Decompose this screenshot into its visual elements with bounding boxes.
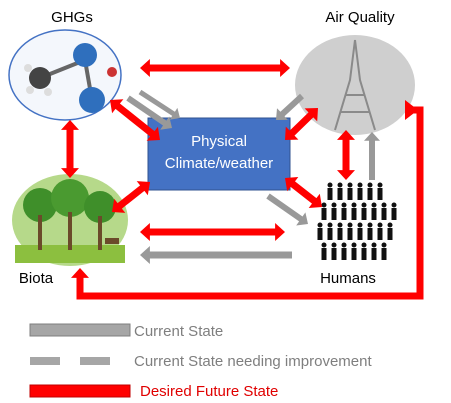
person	[331, 248, 337, 260]
person	[371, 242, 377, 248]
arrow	[71, 268, 89, 290]
person	[341, 242, 347, 248]
person	[371, 202, 377, 208]
arrow	[138, 89, 180, 120]
arrow	[140, 223, 285, 241]
people-icon	[317, 182, 397, 260]
person	[381, 242, 387, 248]
person	[321, 248, 327, 260]
person	[361, 242, 367, 248]
arrow	[126, 95, 172, 130]
person	[321, 242, 327, 248]
molecule-icon	[24, 43, 117, 113]
node-label: GHGs	[51, 9, 93, 26]
person	[331, 242, 337, 248]
person	[377, 228, 383, 240]
person	[387, 222, 393, 228]
person	[387, 228, 393, 240]
person	[337, 222, 343, 228]
person	[371, 248, 377, 260]
person	[327, 222, 333, 228]
person	[381, 248, 387, 260]
ghgs-node	[8, 29, 122, 121]
person	[327, 228, 333, 240]
person	[361, 208, 367, 220]
arrow	[364, 132, 380, 180]
tower-icon	[334, 39, 376, 131]
arrow	[285, 177, 322, 208]
arrow	[112, 181, 150, 213]
forest-icon	[15, 179, 125, 263]
person	[331, 202, 337, 208]
person	[337, 228, 343, 240]
person	[347, 182, 353, 188]
person	[341, 202, 347, 208]
arrow	[266, 193, 308, 226]
legend-swatch	[29, 323, 131, 337]
person	[367, 182, 373, 188]
person	[317, 228, 323, 240]
person	[391, 208, 397, 220]
person	[351, 248, 357, 260]
person	[377, 222, 383, 228]
person	[327, 188, 333, 200]
person	[337, 182, 343, 188]
person	[357, 222, 363, 228]
person	[327, 182, 333, 188]
person	[347, 222, 353, 228]
person	[321, 208, 327, 220]
arrow	[285, 108, 318, 140]
physical-node	[147, 117, 291, 191]
person	[347, 228, 353, 240]
person	[391, 202, 397, 208]
person	[351, 202, 357, 208]
person	[367, 222, 373, 228]
node-label: Climate/weather	[165, 155, 273, 172]
person	[377, 182, 383, 188]
person	[351, 242, 357, 248]
person	[371, 208, 377, 220]
arrows	[61, 59, 424, 300]
person	[377, 188, 383, 200]
arrow	[276, 93, 304, 120]
legend-swatch	[29, 384, 131, 398]
arrow	[337, 130, 355, 180]
person	[381, 202, 387, 208]
legend-label: Desired Future State	[140, 383, 278, 400]
node-label: Air Quality	[325, 9, 395, 26]
legend-label: Current State	[134, 323, 223, 340]
person	[317, 222, 323, 228]
arrow	[140, 59, 290, 77]
person	[381, 208, 387, 220]
node-label: Physical	[191, 133, 247, 150]
person	[357, 182, 363, 188]
person	[361, 248, 367, 260]
person	[347, 188, 353, 200]
person	[357, 228, 363, 240]
person	[341, 248, 347, 260]
arrow	[110, 99, 160, 141]
node-label: Biota	[19, 270, 54, 287]
person	[367, 188, 373, 200]
person	[361, 202, 367, 208]
person	[321, 202, 327, 208]
person	[331, 208, 337, 220]
person	[367, 228, 373, 240]
node-label: Humans	[320, 270, 376, 287]
arrow	[140, 246, 292, 264]
arrow	[405, 100, 418, 120]
air-quality-node	[295, 35, 415, 135]
legend-label: Current State needing improvement	[134, 353, 372, 370]
person	[337, 188, 343, 200]
person	[357, 188, 363, 200]
person	[341, 208, 347, 220]
person	[351, 208, 357, 220]
arrow	[61, 120, 79, 178]
